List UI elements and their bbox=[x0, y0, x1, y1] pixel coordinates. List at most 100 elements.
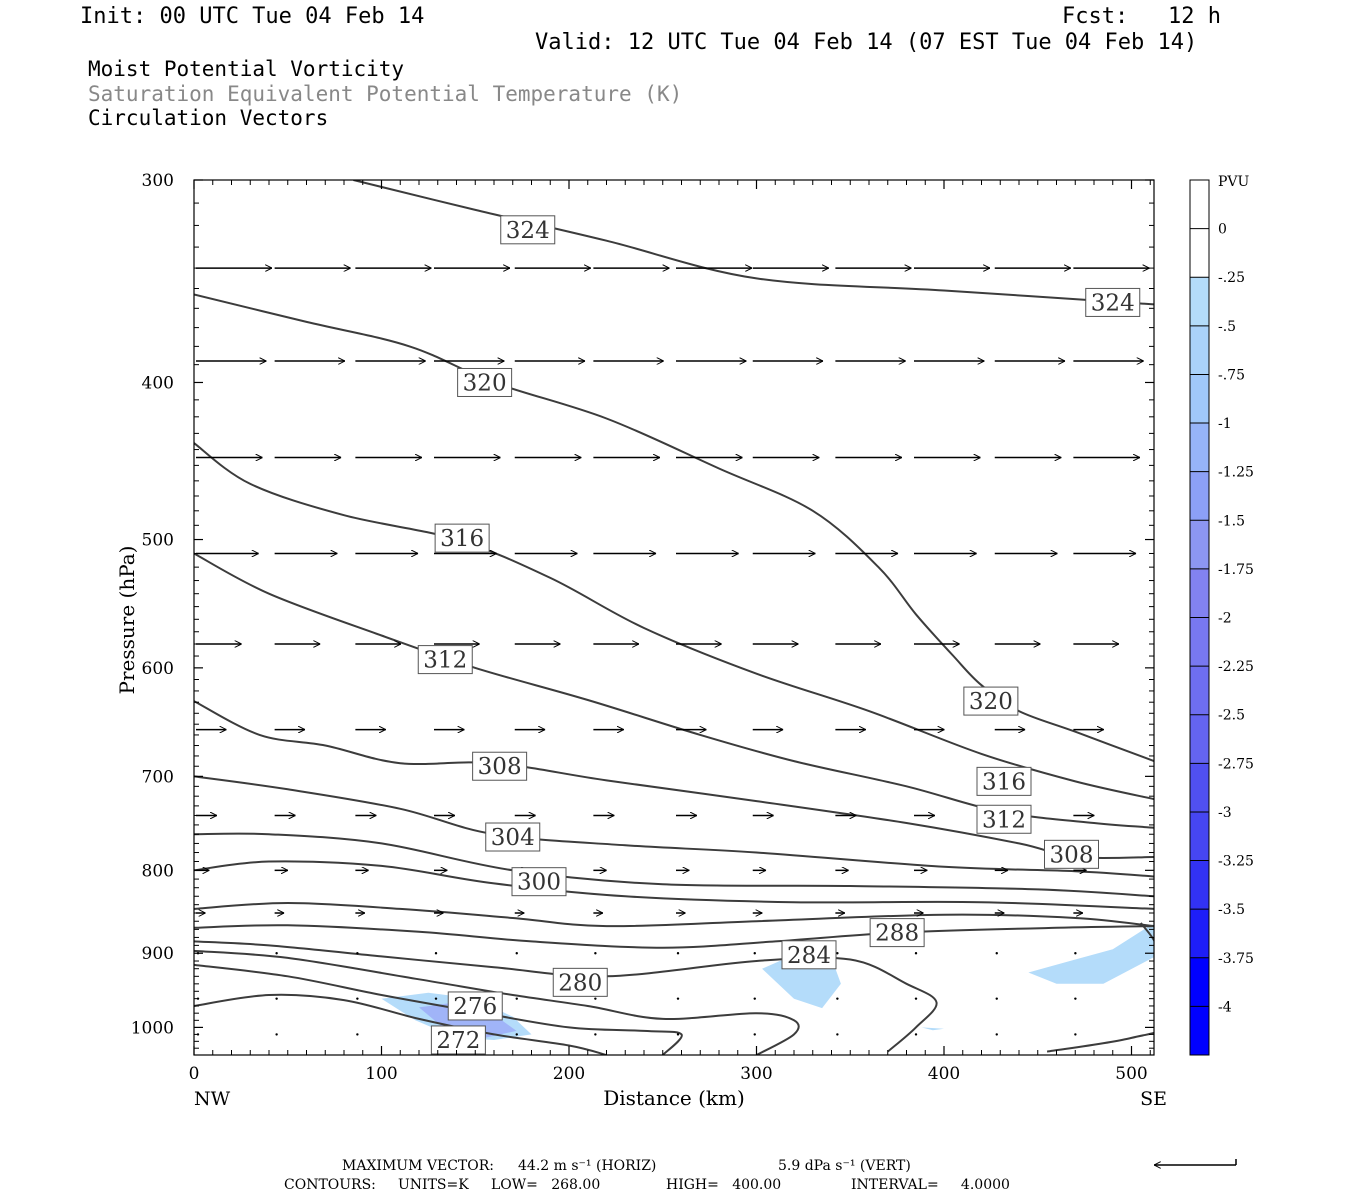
colorbar-tick-label: -3.75 bbox=[1218, 951, 1254, 967]
isentrope-272-line bbox=[194, 993, 607, 1055]
isentrope-label-box bbox=[430, 1025, 486, 1055]
isentrope-label: 304 bbox=[485, 822, 541, 852]
circulation-vector bbox=[676, 952, 680, 955]
isentrope-288-line bbox=[1046, 922, 1154, 1053]
isentrope-label: 272 bbox=[430, 1025, 486, 1055]
circulation-vector bbox=[275, 1033, 278, 1036]
reference-vector-arrow bbox=[1154, 1159, 1237, 1165]
isentrope-label-box bbox=[417, 645, 473, 675]
isentrope-label: 288 bbox=[869, 918, 925, 948]
colorbar-swatch bbox=[1190, 860, 1209, 910]
isentrope-layer bbox=[194, 180, 1154, 1055]
y-tick-label: 400 bbox=[142, 373, 174, 393]
circulation-vector bbox=[275, 952, 278, 955]
colorbar-tick-label: -3.25 bbox=[1218, 854, 1254, 870]
colorbar-swatch bbox=[1190, 471, 1209, 521]
x-tick-label: 0 bbox=[189, 1064, 200, 1084]
circulation-vector bbox=[515, 1033, 518, 1036]
x-tick-label: 300 bbox=[740, 1064, 772, 1084]
isentrope-308-line bbox=[194, 700, 1154, 860]
circulation-vector bbox=[836, 997, 839, 1000]
pv-colorbar: 0 -.25 -.5 -.75 -1 -1.25 -1.5 -1.75 -2 -2.25 -2.5 -… bbox=[1189, 179, 1254, 1056]
y-tick-label: 500 bbox=[142, 531, 174, 551]
contours-high: HIGH= 400.00 bbox=[666, 1177, 782, 1193]
colorbar-tick-label: -1 bbox=[1218, 416, 1232, 432]
isentrope-label: 276 bbox=[447, 991, 503, 1021]
colorbar-swatch bbox=[1190, 277, 1209, 327]
isentrope-324-line bbox=[353, 180, 1154, 306]
isentrope-label-text: 280 bbox=[558, 970, 602, 996]
isentrope-label: 308 bbox=[1044, 839, 1099, 869]
circulation-vector bbox=[356, 997, 359, 1000]
isentrope-label-text: 272 bbox=[436, 1028, 480, 1054]
colorbar-swatch bbox=[1190, 568, 1209, 618]
axis-layer: 0 100 200 300 400 500 300 400 500 600 700 800 900 100… bbox=[131, 171, 1154, 1084]
colorbar-tick-label: 0 bbox=[1218, 222, 1227, 238]
circulation-vector bbox=[275, 997, 278, 1000]
isentrope-label-text: 320 bbox=[969, 689, 1013, 715]
circulation-vector bbox=[356, 1033, 359, 1036]
colorbar-swatch bbox=[1190, 909, 1209, 959]
isentrope-label-text: 312 bbox=[423, 648, 467, 674]
max-vector-vert: 5.9 dPa s⁻¹ (VERT) bbox=[778, 1158, 911, 1174]
colorbar-swatch bbox=[1190, 520, 1209, 570]
pv-region-4 bbox=[921, 1027, 944, 1031]
circulation-vector bbox=[914, 1033, 918, 1036]
field-title-vectors: Circulation Vectors bbox=[88, 106, 329, 130]
colorbar-tick-label: -1.5 bbox=[1218, 513, 1245, 529]
isentrope-label-box bbox=[511, 867, 567, 897]
colorbar-swatch bbox=[1190, 325, 1209, 375]
isentrope-label-box bbox=[1085, 287, 1141, 317]
x-tick-label: 100 bbox=[365, 1064, 397, 1084]
field-title-pv: Moist Potential Vorticity bbox=[88, 57, 405, 81]
x-endpoint-left: NW bbox=[194, 1088, 231, 1110]
plot-frame bbox=[193, 179, 1155, 1056]
isentrope-label: 280 bbox=[552, 967, 608, 997]
x-tick-label: 400 bbox=[928, 1064, 960, 1084]
isentrope-label-text: 304 bbox=[491, 825, 535, 851]
colorbar-swatch bbox=[1190, 374, 1209, 424]
colorbar-swatch bbox=[1190, 1006, 1209, 1056]
isentrope-label-box bbox=[1044, 839, 1099, 869]
colorbar-tick-label: -4 bbox=[1218, 999, 1232, 1015]
colorbar-swatch bbox=[1190, 714, 1209, 764]
isentrope-label-text: 284 bbox=[787, 943, 831, 969]
forecast-label: Fcst: bbox=[1062, 4, 1129, 29]
x-tick-label: 500 bbox=[1115, 1064, 1147, 1084]
circulation-vector bbox=[836, 952, 839, 955]
isentrope-288-line bbox=[194, 924, 1154, 949]
isentrope-label-box bbox=[976, 804, 1032, 834]
contours-low: LOW= 268.00 bbox=[491, 1177, 601, 1193]
y-tick-label: 800 bbox=[142, 861, 174, 881]
max-vector-horiz: 44.2 m s⁻¹ (HORIZ) bbox=[518, 1158, 657, 1174]
isentrope-label-box bbox=[434, 523, 490, 553]
circulation-vector bbox=[515, 997, 518, 1000]
isentrope-label: 316 bbox=[976, 766, 1032, 796]
isentrope-label-text: 276 bbox=[453, 994, 497, 1020]
colorbar-swatch bbox=[1190, 811, 1209, 862]
circulation-vector bbox=[914, 997, 918, 1000]
max-vector-label: MAXIMUM VECTOR: bbox=[342, 1158, 494, 1174]
isentrope-label-layer: 324 324 320 320 316 316 312 312 308 308 304 300 288 2… bbox=[417, 215, 1141, 1055]
isentrope-label-box bbox=[472, 751, 528, 781]
init-time: Init: 00 UTC Tue 04 Feb 14 bbox=[80, 4, 425, 29]
y-tick-label: 600 bbox=[142, 659, 174, 679]
isentrope-label-box bbox=[976, 766, 1032, 796]
colorbar-swatch bbox=[1190, 180, 1209, 230]
circulation-vector bbox=[836, 1033, 839, 1036]
x-endpoint-right: SE bbox=[1140, 1088, 1167, 1110]
circulation-vector bbox=[753, 997, 756, 1000]
y-tick-label: 700 bbox=[142, 767, 174, 787]
isentrope-300-line bbox=[194, 832, 1154, 898]
circulation-vector bbox=[1074, 1033, 1077, 1036]
isentrope-label: 312 bbox=[417, 645, 473, 675]
circulation-vector bbox=[753, 1033, 756, 1036]
circulation-vector bbox=[995, 1033, 998, 1036]
isentrope-label-box bbox=[963, 686, 1019, 716]
colorbar-tick-label: -1.75 bbox=[1218, 562, 1254, 578]
isentrope-label: 308 bbox=[472, 751, 528, 781]
circulation-vector bbox=[594, 997, 597, 1000]
isentrope-280-line bbox=[194, 949, 800, 1055]
isentrope-label-box bbox=[485, 822, 541, 852]
